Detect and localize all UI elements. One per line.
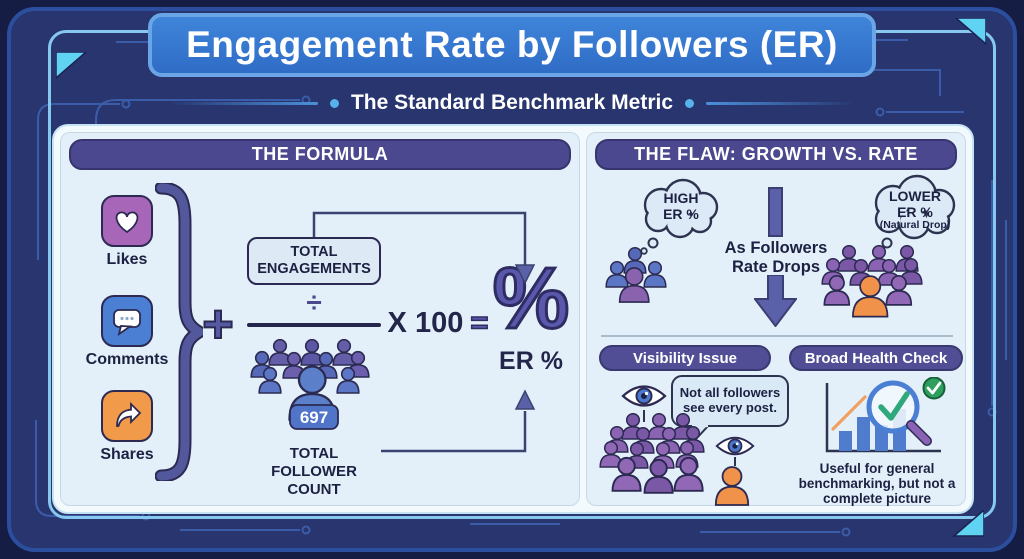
heart-icon xyxy=(115,211,139,234)
formula-header: THE FORMULA xyxy=(69,139,571,170)
follower-count: 697 xyxy=(300,408,328,427)
down-arrow-shaft xyxy=(768,187,783,237)
orange-follower-icon xyxy=(714,466,750,506)
section-divider xyxy=(601,335,953,337)
speech-bubble: Not all followers see every post. xyxy=(671,375,789,427)
page-title: Engagement Rate by Followers (ER) xyxy=(186,24,838,65)
visibility-crowd-icon xyxy=(599,413,705,494)
small-crowd-icon xyxy=(605,246,667,303)
equals-sign: = xyxy=(470,304,490,341)
total-engagements-box: TOTAL ENGAGEMENTS xyxy=(247,237,381,285)
health-badge: Broad Health Check xyxy=(789,345,963,371)
percent-symbol: % xyxy=(491,250,570,349)
times-equals-row: X 100 = xyxy=(379,299,497,347)
subtitle-line-left xyxy=(167,101,318,105)
subtitle-dot-left xyxy=(329,98,339,108)
share-icon xyxy=(116,401,142,427)
lower-er-thought-bubble-icon xyxy=(873,174,956,255)
high-er-thought-bubble-icon xyxy=(640,178,719,255)
check-badge-icon xyxy=(922,377,946,400)
visibility-badge: Visibility Issue xyxy=(599,345,771,371)
shares-tile xyxy=(101,390,153,442)
times-100: X 100 xyxy=(387,306,464,339)
health-chart-icon xyxy=(825,377,946,453)
subtitle-row: The Standard Benchmark Metric xyxy=(0,88,1024,118)
lower-er-bubble-text: LOWER ER % (Natural Drop) xyxy=(861,188,969,232)
comments-tile xyxy=(101,295,153,347)
eye-icon xyxy=(621,385,667,407)
brace-icon xyxy=(155,183,203,481)
plus-operator: + xyxy=(201,294,235,354)
down-arrow-icon xyxy=(754,275,797,327)
corner-accent-br xyxy=(952,510,984,537)
main-container: THE FORMULA Likes Comments S xyxy=(52,124,974,514)
eye-icon-2 xyxy=(715,436,755,456)
drop-caption: As Followers Rate Drops xyxy=(724,239,828,276)
follower-crowd-icon: 697 xyxy=(250,339,370,430)
comments-label: Comments xyxy=(85,351,169,368)
subtitle-dot-right xyxy=(685,98,695,108)
follower-count-label: TOTAL FOLLOWER COUNT xyxy=(271,445,357,498)
trend-line xyxy=(831,395,867,431)
subtitle-line-right xyxy=(706,101,857,105)
comment-icon xyxy=(113,309,141,337)
lower-er-note: (Natural Drop) xyxy=(879,219,951,232)
corner-accent-tl xyxy=(56,52,88,79)
big-crowd-icon xyxy=(821,245,923,318)
er-label: ER % xyxy=(499,347,563,375)
title-banner: Engagement Rate by Followers (ER) xyxy=(148,13,876,77)
follower-count-badge xyxy=(289,404,339,430)
eye-pin-line-2 xyxy=(734,457,736,466)
likes-tile xyxy=(101,195,153,247)
shares-label: Shares xyxy=(100,446,154,463)
divide-symbol: ÷ xyxy=(306,287,322,318)
health-caption: Useful for general benchmarking, but not… xyxy=(798,461,956,506)
likes-label: Likes xyxy=(106,251,148,268)
formula-panel: THE FORMULA Likes Comments S xyxy=(60,132,580,506)
eye-pin-line xyxy=(643,410,645,422)
fraction-line xyxy=(247,323,381,327)
page-subtitle: The Standard Benchmark Metric xyxy=(350,91,674,114)
flaw-panel: THE FLAW: GROWTH VS. RATE HIGH ER % xyxy=(586,132,966,506)
corner-accent-tr xyxy=(954,18,986,45)
high-er-bubble-text: HIGH ER % xyxy=(663,190,699,222)
flaw-header: THE FLAW: GROWTH VS. RATE xyxy=(595,139,957,170)
magnifier-icon xyxy=(866,380,932,446)
